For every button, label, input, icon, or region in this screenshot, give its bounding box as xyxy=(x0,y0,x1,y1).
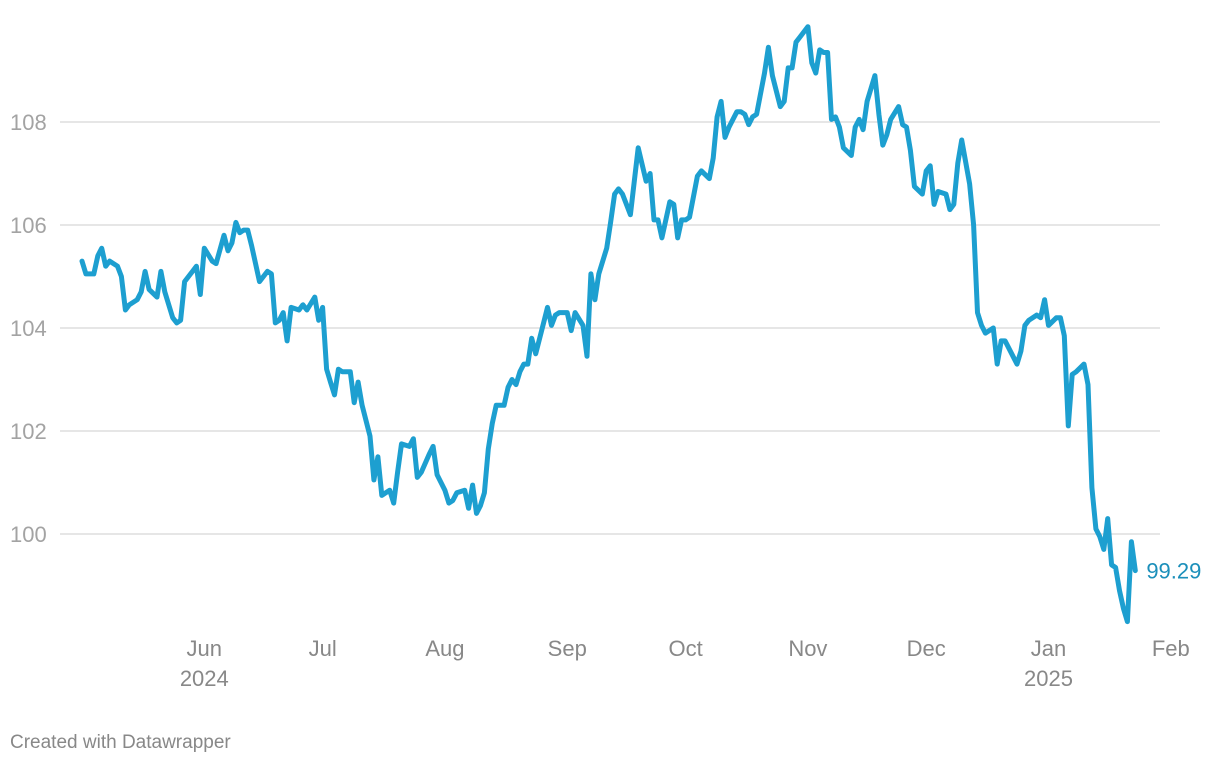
x-tick-label-jun: Jun xyxy=(187,636,222,661)
series-layer: 99.29 xyxy=(79,24,1201,625)
y-tick-label-108: 108 xyxy=(10,110,47,135)
y-tick-label-104: 104 xyxy=(10,316,47,341)
gridlines xyxy=(60,121,1160,535)
x-tick-label-feb: Feb xyxy=(1152,636,1190,661)
x-tick-label-jul: Jul xyxy=(309,636,337,661)
y-axis: 100 102 104 106 108 xyxy=(10,110,47,547)
y-tick-label-100: 100 xyxy=(10,522,47,547)
x-axis: Jun2024JulAugSepOctNovDecJan2025FebMarAp… xyxy=(180,636,1190,691)
x-tick-label-jan: Jan xyxy=(1031,636,1066,661)
y-tick-label-102: 102 xyxy=(10,419,47,444)
y-tick-label-106: 106 xyxy=(10,213,47,238)
credit-text: Created with Datawrapper xyxy=(10,732,231,753)
x-tick-label-sep: Sep xyxy=(548,636,587,661)
series-end-label: 99.29 xyxy=(1146,559,1201,584)
x-tick-label-oct: Oct xyxy=(668,636,702,661)
x-tick-label-dec: Dec xyxy=(907,636,946,661)
x-tick-year-2025: 2025 xyxy=(1024,666,1073,691)
series-line-0 xyxy=(79,24,1138,625)
x-tick-label-nov: Nov xyxy=(788,636,827,661)
x-tick-year-2024: 2024 xyxy=(180,666,229,691)
x-tick-label-aug: Aug xyxy=(425,636,464,661)
